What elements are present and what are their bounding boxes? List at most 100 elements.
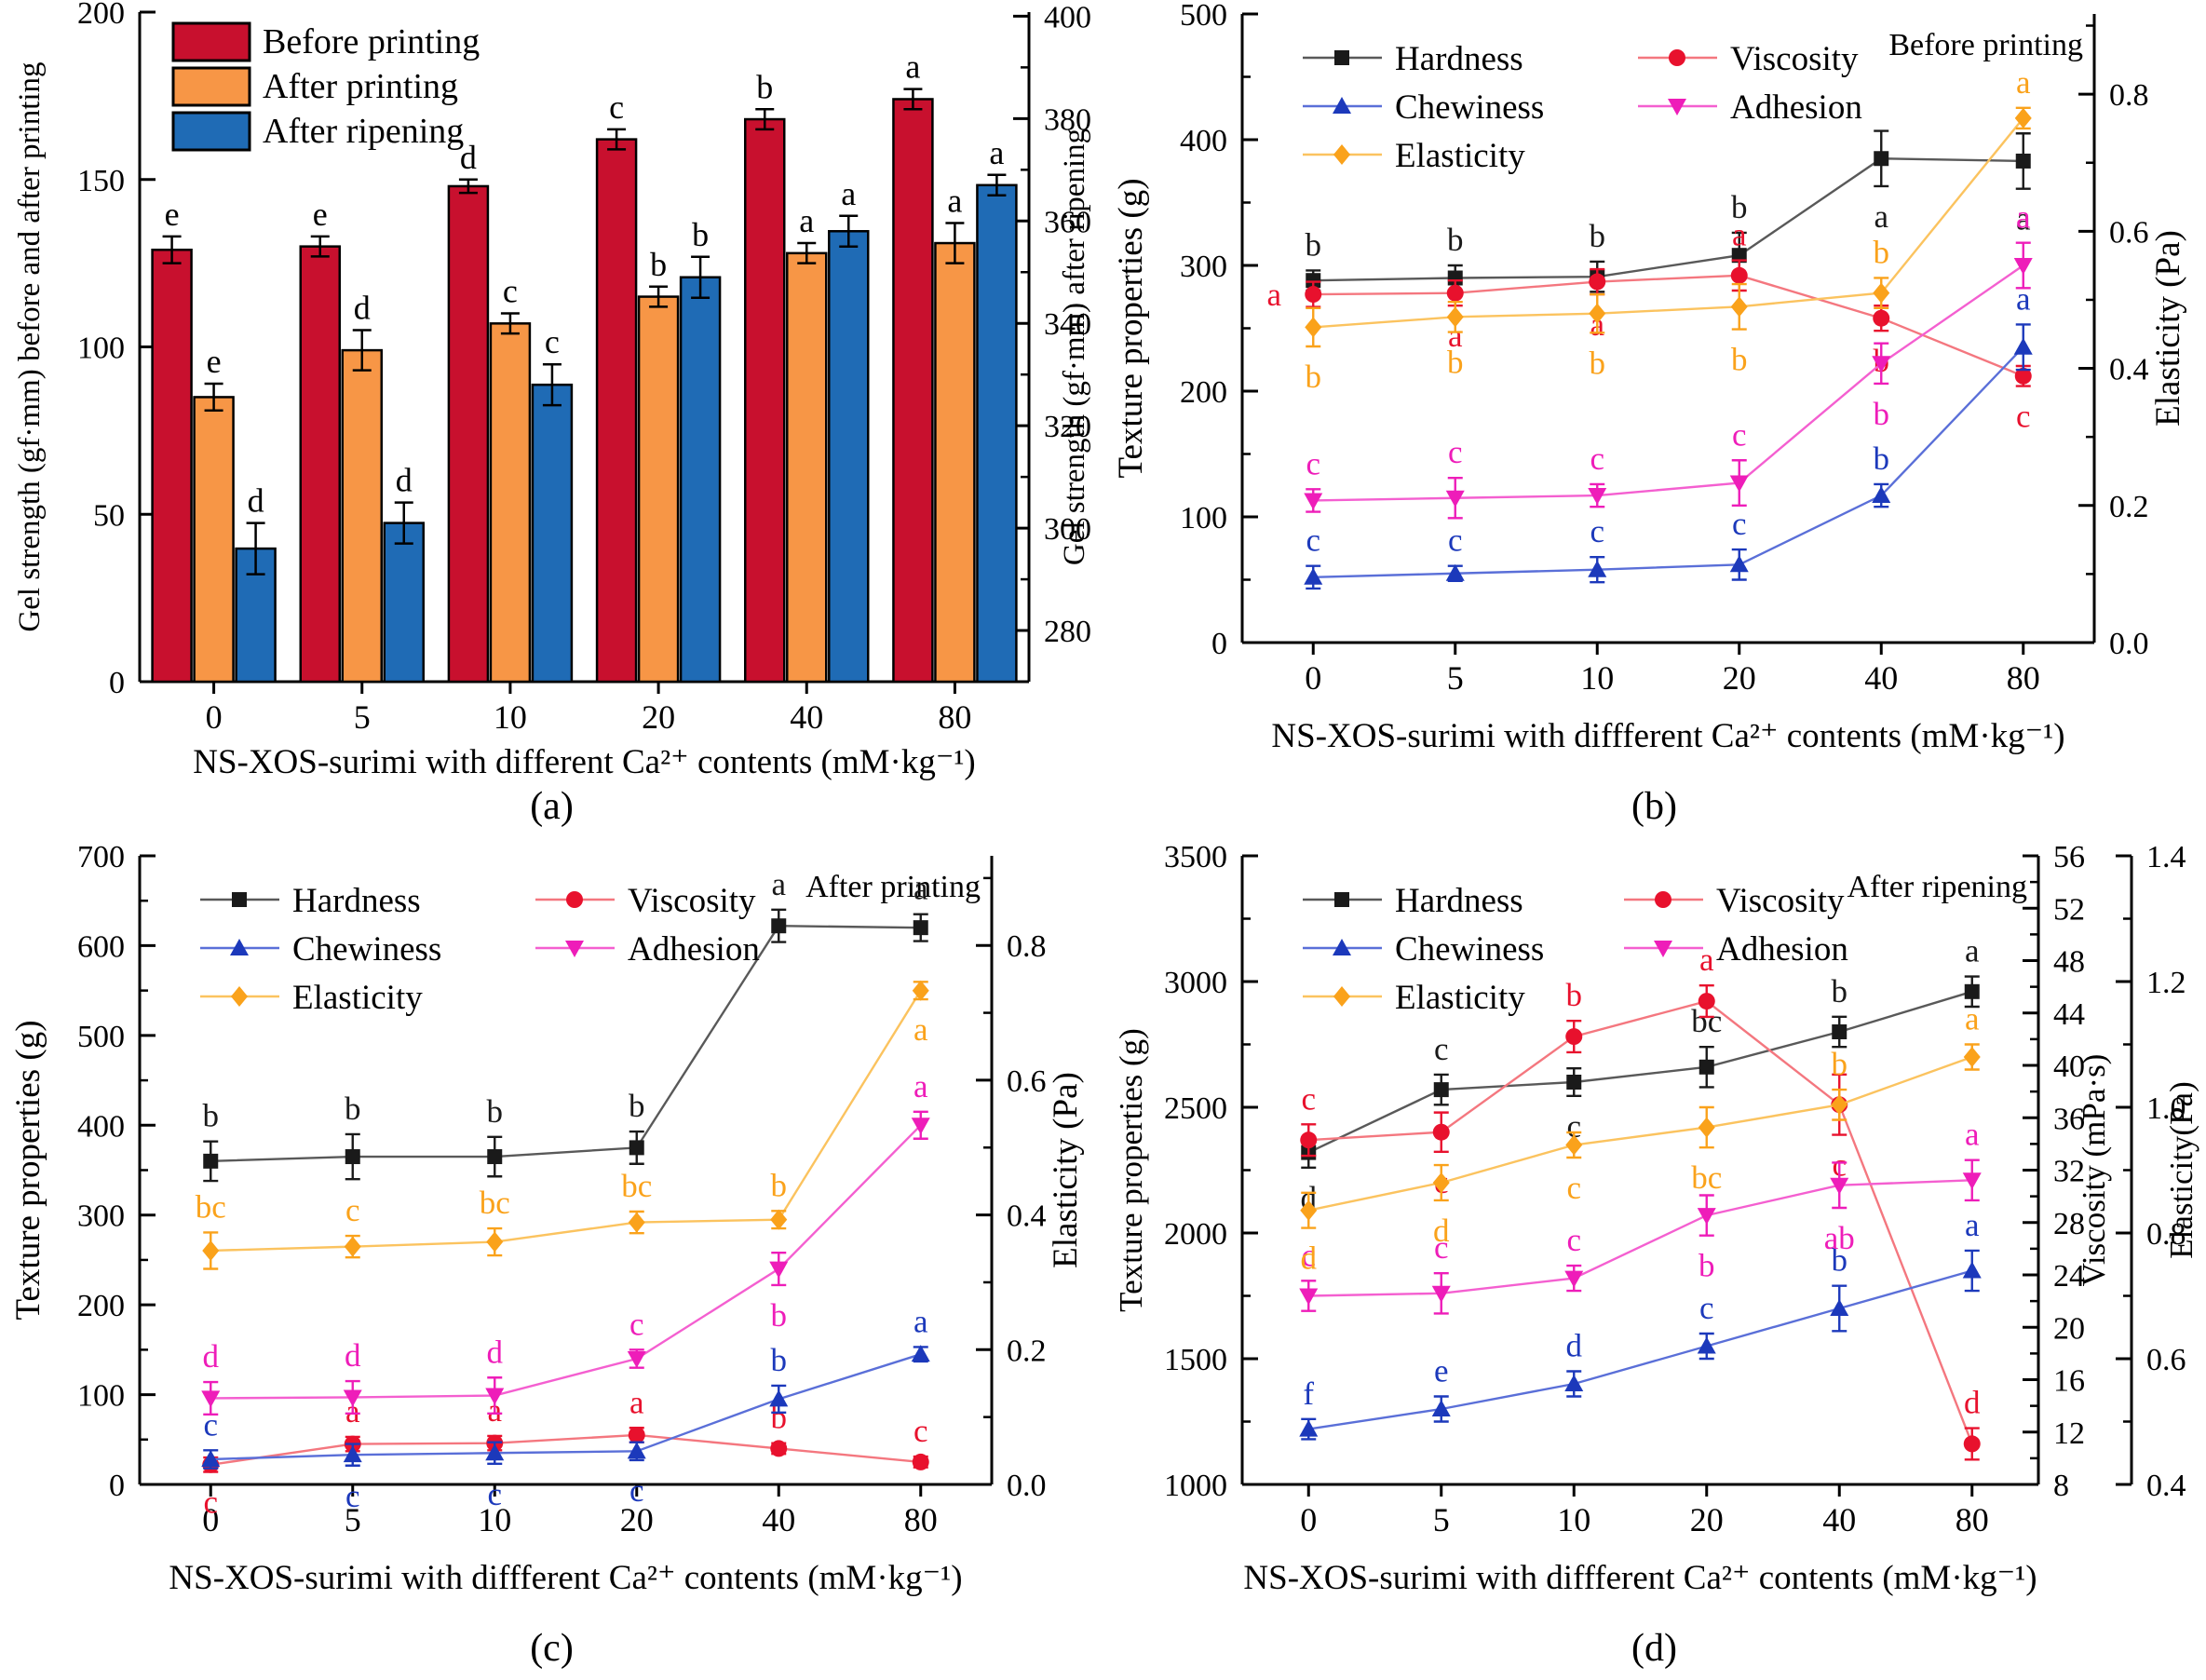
panel-c-caption: (c) [530, 1627, 574, 1670]
sig-letter: c [1434, 1031, 1449, 1067]
marker-square [1964, 983, 1980, 999]
sig-letter: e [165, 196, 180, 233]
marker-triangle-down [1299, 1288, 1319, 1306]
sig-letter: c [2016, 399, 2031, 435]
sig-letter: b [771, 1297, 788, 1334]
marker-diamond [770, 1209, 788, 1230]
corner-label: After ripening [1847, 870, 2027, 904]
sig-letter: b [1874, 396, 1890, 432]
marker-triangle-up [1304, 567, 1323, 585]
panel-a-chart: 0 50 100 150 200 280 300 320 340 360 380 400 0 5 10 20 4… [13, 0, 1091, 781]
marker-triangle-up [1564, 1375, 1584, 1391]
y-tick-label: 2000 [1164, 1217, 1227, 1252]
y-tick-label: 3500 [1164, 842, 1227, 874]
x-tick-label: 40 [1822, 1501, 1856, 1538]
x-tick-label: 10 [494, 698, 527, 736]
x-tick-label: 40 [790, 698, 823, 736]
sig-letter: d [1301, 1240, 1318, 1277]
sig-letter: a [841, 175, 856, 212]
marker-circle [1432, 1123, 1450, 1141]
bar [679, 276, 722, 684]
sig-letter: b [345, 1091, 361, 1127]
sig-letter: b [771, 1167, 788, 1203]
marker-square [1698, 1059, 1714, 1075]
legend-label: Chewiness [1395, 88, 1544, 127]
bar [489, 322, 532, 684]
series-hardness: dccbcba [1301, 933, 1980, 1216]
sig-letter: a [2016, 64, 2031, 101]
y-tick-label: 340 [1044, 307, 1091, 342]
legend-swatch [171, 66, 251, 107]
sig-letter: b [1832, 973, 1848, 1009]
y-tick-label: 0.4 [2146, 1469, 2186, 1503]
y-tick-label: 0.8 [1007, 929, 1047, 964]
sig-letter: c [1566, 1222, 1581, 1258]
y-tick-label: 0 [109, 666, 125, 700]
marker-triangle-up [1962, 1261, 1982, 1279]
legend: Before printing After printing After ripen… [171, 21, 480, 152]
y-tick-label: 0.0 [2109, 627, 2149, 661]
y-tick-label: 400 [1044, 0, 1091, 34]
marker-triangle-up [1872, 486, 1891, 504]
y-tick-label: 1000 [1164, 1469, 1227, 1503]
marker-square [232, 892, 247, 907]
marker-circle [628, 1426, 645, 1443]
marker-triangle-up [1431, 1400, 1451, 1416]
sig-letter: c [203, 1484, 218, 1521]
sig-letter: d [345, 1337, 361, 1374]
series-line [1313, 117, 2024, 329]
marker-square [1832, 1024, 1847, 1039]
marker-triangle-down [1564, 1270, 1584, 1288]
legend: Hardness Viscosity Chewiness Adhesion Elasti… [200, 882, 760, 1017]
y-tick-label: 40 [2053, 1050, 2085, 1084]
y-axis-label-left: Texture properties (g) [1112, 178, 1150, 478]
y-tick-label: 0.0 [1007, 1469, 1047, 1503]
marker-triangle-down [485, 1388, 505, 1405]
sig-letter: b [1698, 1248, 1715, 1284]
x-tick-label: 5 [354, 698, 371, 736]
marker-triangle-up [1299, 1419, 1319, 1437]
sig-letter: d [1566, 1328, 1583, 1364]
y-tick-label: 28 [2053, 1207, 2085, 1241]
marker-square [1731, 248, 1747, 264]
marker-triangle-down [201, 1390, 221, 1408]
sig-letter: b [1590, 345, 1606, 381]
marker-square [913, 920, 928, 936]
marker-diamond [486, 1231, 504, 1253]
legend-label: Hardness [292, 882, 421, 920]
sig-letter: bc [621, 1168, 652, 1204]
y-axis-label-right: Gel strength (gf·mm) after ripening [1058, 129, 1091, 565]
series-line [1313, 274, 2024, 377]
marker-diamond [1333, 144, 1350, 165]
sig-letter: b [1731, 342, 1748, 378]
marker-triangle-down [1697, 1208, 1716, 1226]
panel-d-chart: 1000 1500 2000 2500 3000 3500 8 12 16 20 24 28 32 36 4… [1113, 842, 2199, 1597]
sig-letter: c [1732, 506, 1747, 542]
x-axis-label: NS-XOS-surimi with diffferent Ca²⁺ conte… [1271, 717, 2064, 755]
sig-letter: a [1732, 217, 1747, 253]
marker-diamond [1305, 317, 1322, 338]
y-tick-label: 300 [1044, 512, 1091, 547]
sig-letter: d [1433, 1213, 1450, 1249]
sig-letter: b [629, 1088, 645, 1124]
legend-label: After printing [263, 67, 458, 106]
sig-letter: a [2016, 201, 2031, 237]
sig-letter: bc [1691, 1159, 1722, 1196]
marker-square [629, 1140, 644, 1156]
marker-circle [1655, 891, 1671, 908]
marker-triangle-up [1729, 555, 1749, 573]
marker-triangle-down [1830, 1177, 1849, 1195]
y-tick-label: 1.4 [2146, 842, 2186, 874]
sig-letter: a [1448, 318, 1463, 354]
bar [786, 251, 828, 684]
sig-letter: c [545, 323, 560, 360]
series-line [210, 1433, 921, 1466]
bar [341, 348, 383, 684]
marker-square [1334, 50, 1349, 65]
marker-triangle-down [1445, 490, 1465, 508]
y-tick-label: 8 [2053, 1469, 2069, 1503]
series-line [1313, 345, 2024, 578]
